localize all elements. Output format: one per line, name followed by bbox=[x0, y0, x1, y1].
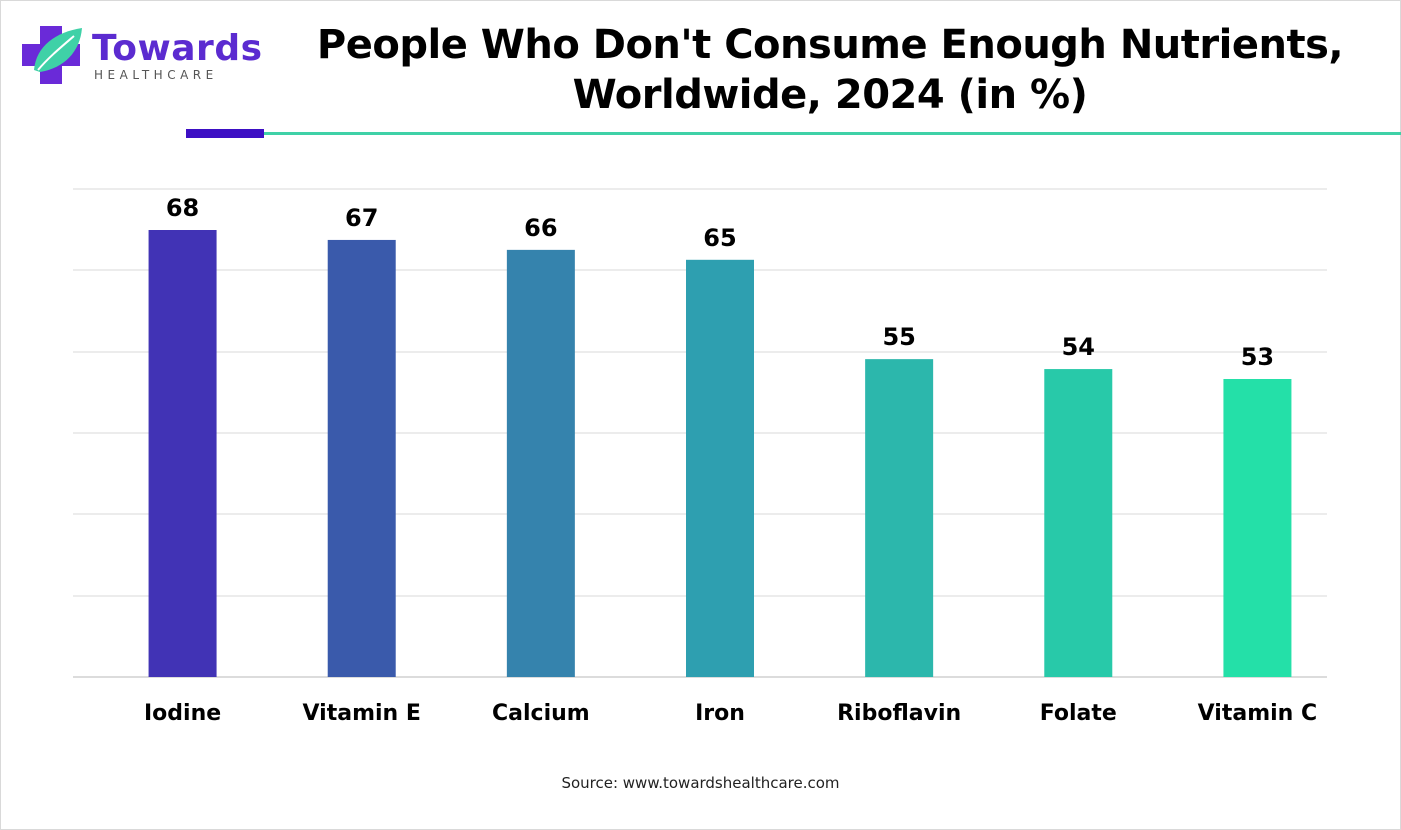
chart-title: People Who Don't Consume Enough Nutrient… bbox=[290, 20, 1370, 120]
bar-iodine bbox=[148, 230, 217, 677]
bar-vitamin-e bbox=[327, 239, 396, 677]
x-tick-label-iodine: Iodine bbox=[144, 701, 221, 726]
title-underline-accent bbox=[186, 129, 264, 138]
x-tick-label-calcium: Calcium bbox=[492, 701, 590, 726]
data-label-folate: 54 bbox=[1062, 333, 1095, 361]
medical-cross-leaf-icon bbox=[22, 26, 82, 84]
brand-tagline: HEALTHCARE bbox=[94, 68, 218, 82]
bar-vitamin-c bbox=[1223, 379, 1292, 677]
x-tick-label-riboflavin: Riboflavin bbox=[837, 701, 961, 726]
chart-title-line-2: Worldwide, 2024 (in %) bbox=[572, 72, 1088, 118]
x-tick-label-folate: Folate bbox=[1040, 701, 1117, 726]
data-label-riboflavin: 55 bbox=[882, 323, 915, 351]
data-label-vitamin-c: 53 bbox=[1241, 343, 1274, 371]
bar-folate bbox=[1044, 369, 1113, 677]
title-underline bbox=[264, 132, 1401, 135]
brand-name: Towards bbox=[92, 28, 263, 69]
data-label-iodine: 68 bbox=[166, 194, 199, 222]
bar-iron bbox=[686, 259, 754, 677]
x-tick-label-vitamin-e: Vitamin E bbox=[303, 701, 421, 726]
bar-calcium bbox=[506, 249, 575, 677]
brand-logo: Towards HEALTHCARE bbox=[22, 24, 262, 90]
data-label-iron: 65 bbox=[703, 224, 736, 252]
data-label-calcium: 66 bbox=[524, 214, 557, 242]
chart-title-line-1: People Who Don't Consume Enough Nutrient… bbox=[316, 22, 1344, 68]
bar-riboflavin bbox=[865, 359, 934, 677]
source-note: Source: www.towardshealthcare.com bbox=[561, 774, 840, 792]
data-label-vitamin-e: 67 bbox=[345, 204, 378, 232]
x-tick-label-iron: Iron bbox=[695, 701, 745, 726]
x-tick-label-vitamin-c: Vitamin C bbox=[1198, 701, 1317, 726]
